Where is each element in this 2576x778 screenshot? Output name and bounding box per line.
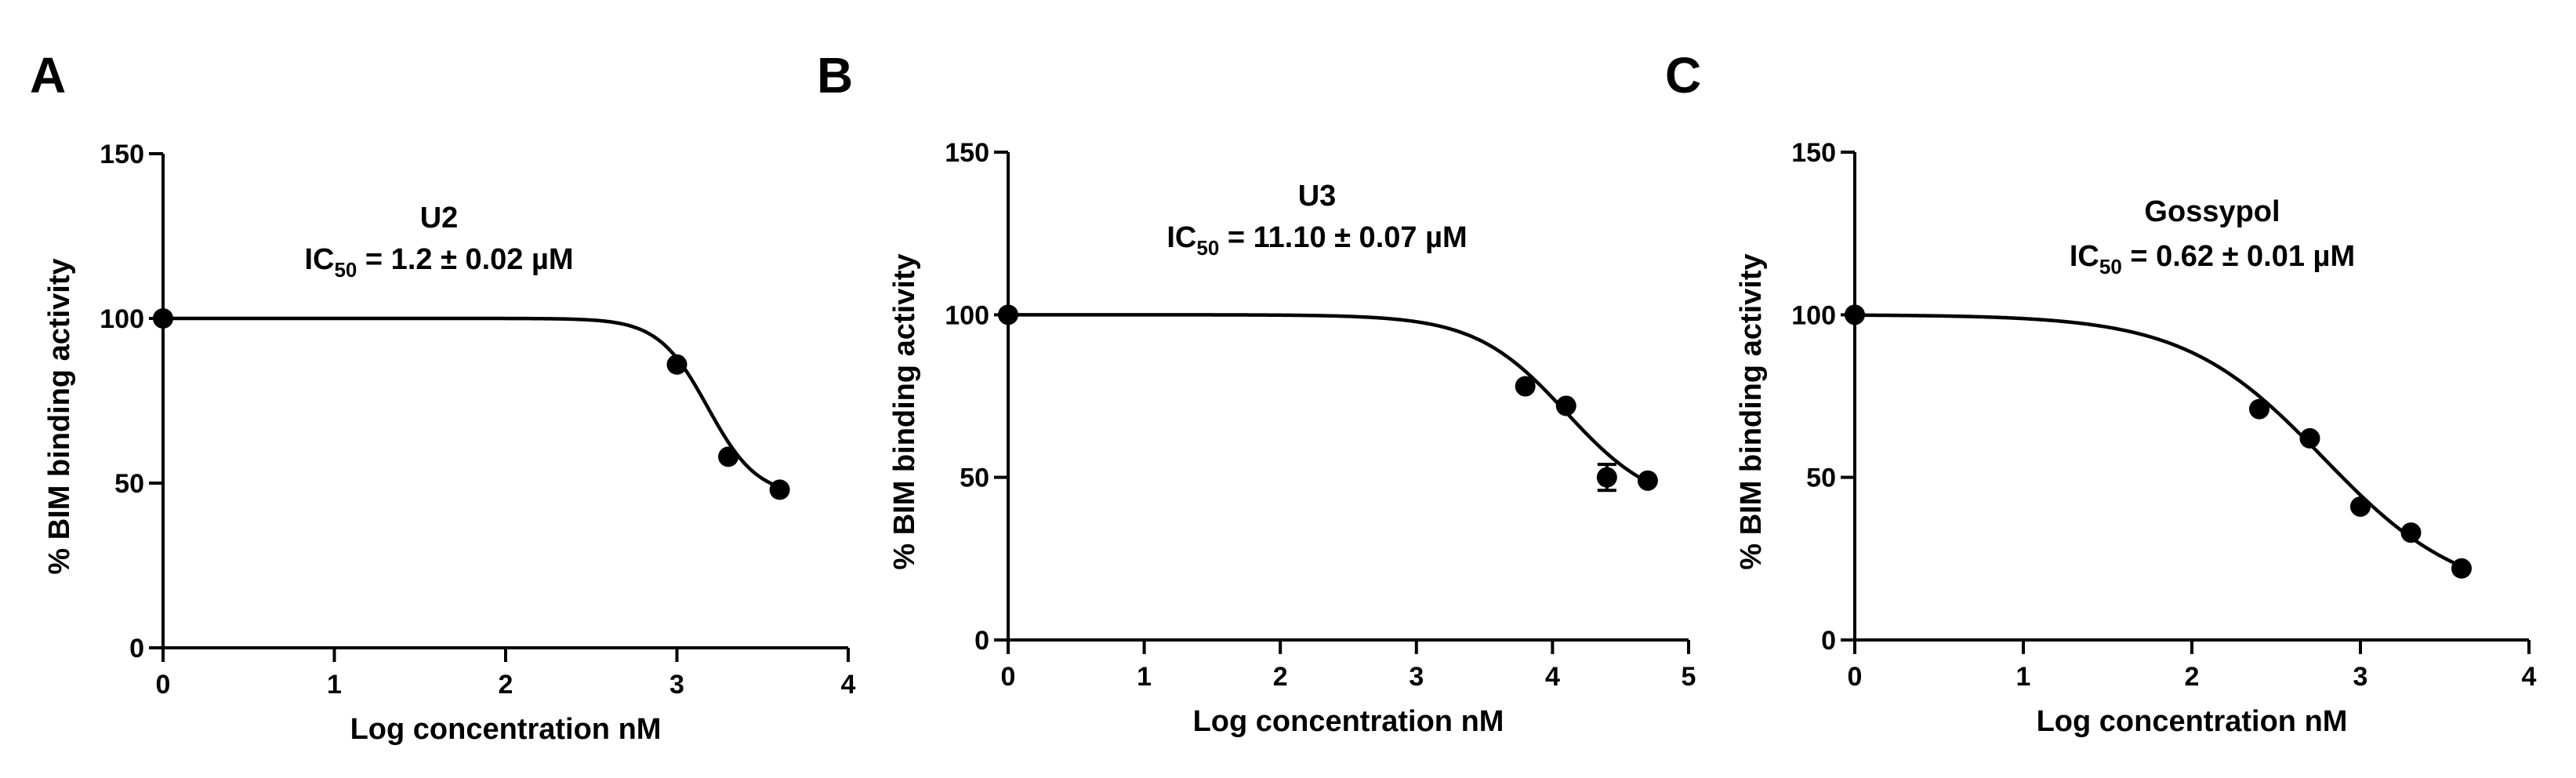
x-tick-label: 0 [1001, 662, 1016, 692]
x-tick-label: 2 [2185, 662, 2200, 692]
data-point [1515, 376, 1536, 397]
y-tick-label: 50 [114, 469, 144, 499]
ic50-subscript: 50 [2099, 255, 2122, 278]
ic50-subscript: 50 [334, 258, 357, 282]
x-tick-label: 4 [1545, 662, 1560, 692]
data-point [1637, 470, 1658, 491]
ic50-value: = 11.10 ± 0.07 µM [1219, 221, 1467, 254]
x-axis-label: Log concentration nM [2037, 705, 2348, 738]
x-tick-label: 1 [327, 670, 342, 700]
ic50-annotation: IC50 = 11.10 ± 0.07 µM [1166, 221, 1467, 260]
ic50-value: = 0.62 ± 0.01 µM [2122, 240, 2355, 273]
y-tick-label: 150 [945, 138, 989, 168]
y-tick-label: 50 [960, 464, 989, 493]
fit-curve [163, 316, 781, 489]
data-point [153, 308, 173, 329]
y-tick-label: 50 [1806, 464, 1836, 493]
y-tick-label: 100 [1791, 300, 1836, 330]
fit-curve [1854, 313, 2462, 569]
data-point [2299, 427, 2320, 449]
x-tick-label: 2 [1273, 662, 1288, 692]
data-point [2451, 558, 2472, 579]
panel-letter: A [30, 47, 66, 104]
x-tick-label: 5 [1682, 662, 1696, 692]
x-tick-label: 3 [2353, 662, 2368, 692]
data-point [998, 304, 1018, 325]
ic50-subscript: 50 [1196, 236, 1219, 260]
ic50-prefix: IC [2070, 240, 2099, 273]
ic50-value: = 1.2 ± 0.02 µM [357, 243, 573, 276]
chart-title: U3 [1298, 180, 1337, 213]
x-tick-label: 0 [1848, 662, 1863, 692]
y-tick-label: 0 [129, 634, 144, 663]
x-tick-label: 1 [2016, 662, 2031, 692]
y-axis-label: % BIM binding activity [888, 253, 921, 569]
ic50-annotation: IC50 = 0.62 ± 0.01 µM [2070, 240, 2355, 278]
ic50-prefix: IC [304, 243, 334, 276]
fit-curve [1008, 313, 1649, 484]
x-axis-label: Log concentration nM [1193, 705, 1504, 738]
y-axis-label: % BIM binding activity [1735, 253, 1768, 569]
chart-title: Gossypol [2144, 195, 2280, 228]
y-tick-label: 100 [100, 304, 144, 334]
x-tick-label: 3 [669, 670, 684, 700]
x-tick-label: 4 [2522, 662, 2537, 692]
y-tick-label: 100 [945, 300, 989, 330]
chart-title: U2 [420, 202, 459, 234]
x-tick-label: 3 [1409, 662, 1424, 692]
chart-panel-c: C 0 1 2 3 4 0 50 100 150 Log concentration nM % BIM… [1665, 47, 2537, 738]
x-axis-label: Log concentration nM [350, 713, 662, 746]
x-tick-label: 0 [156, 670, 171, 700]
ic50-prefix: IC [1166, 221, 1196, 254]
data-point [2400, 522, 2422, 544]
y-tick-label: 0 [1821, 626, 1836, 656]
panel-letter: C [1665, 47, 1701, 104]
y-axis-label: % BIM binding activity [43, 258, 76, 574]
data-point [2249, 398, 2269, 420]
ic50-annotation: IC50 = 1.2 ± 0.02 µM [304, 243, 573, 282]
data-point [718, 446, 739, 467]
y-tick-label: 150 [1791, 138, 1836, 168]
x-tick-label: 2 [499, 670, 513, 700]
chart-panel-a: A 0 1 2 3 4 0 50 100 150 Log concentration nM % BIM… [30, 47, 856, 746]
data-point [666, 354, 688, 375]
y-tick-label: 150 [100, 140, 144, 169]
data-point [1555, 395, 1576, 416]
x-tick-label: 4 [841, 670, 856, 700]
data-point [769, 479, 790, 500]
y-tick-label: 0 [974, 626, 989, 656]
data-point [1596, 467, 1617, 488]
data-point [1845, 304, 1865, 325]
x-tick-label: 1 [1137, 662, 1152, 692]
data-point [2350, 496, 2371, 517]
panel-letter: B [817, 47, 853, 104]
